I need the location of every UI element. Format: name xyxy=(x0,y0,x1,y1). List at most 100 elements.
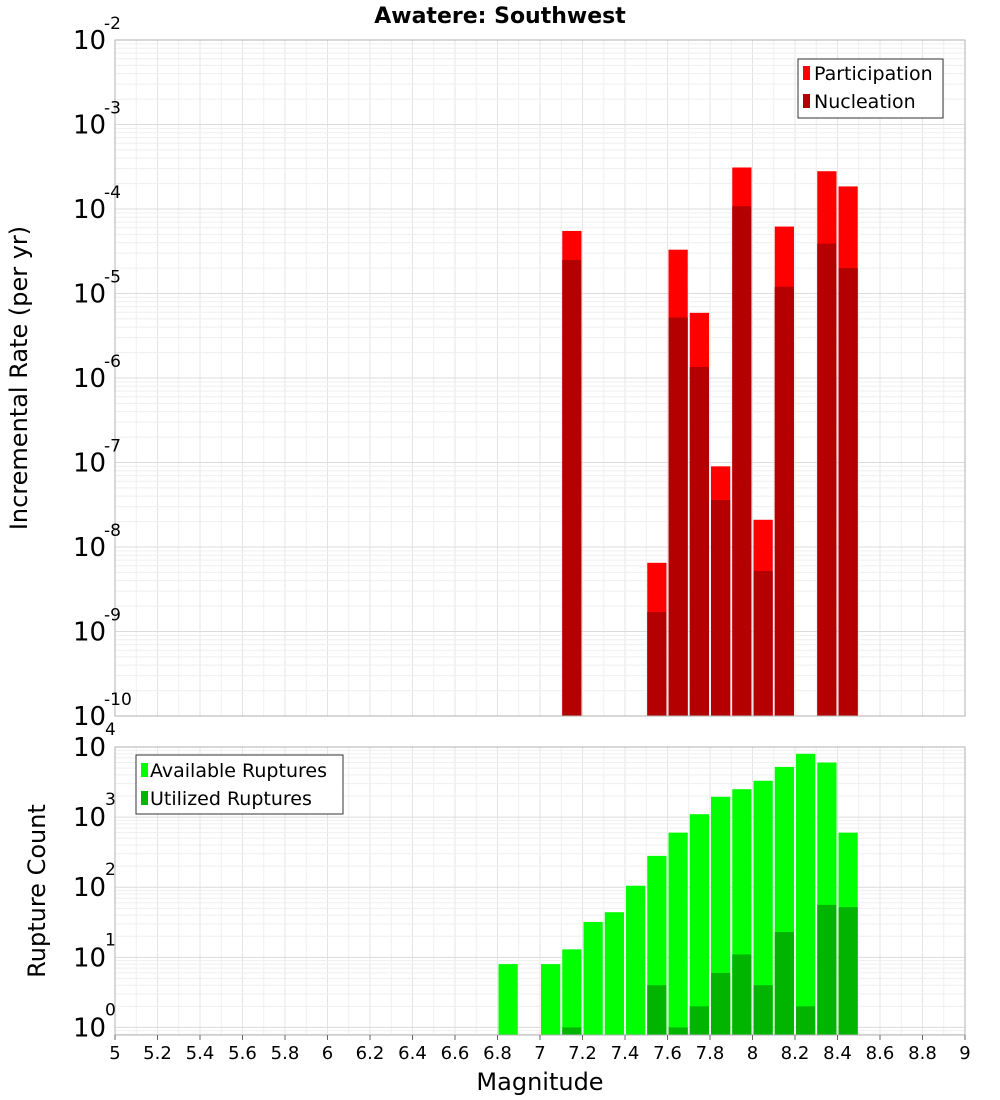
legend-item-participation: Participation xyxy=(803,63,933,85)
y-tick-exponent: -4 xyxy=(104,183,121,203)
y-tick-label: 10 xyxy=(73,364,106,394)
bar-utilized-ruptures xyxy=(689,1006,709,1035)
legend-swatch-nucleation xyxy=(803,94,810,108)
top-plot-frame xyxy=(114,39,966,717)
bar-nucleation xyxy=(562,259,582,716)
bar-available-ruptures xyxy=(583,921,603,1035)
x-tick-label: 9 xyxy=(959,1043,970,1064)
y-tick-label: 10 xyxy=(73,733,106,763)
bar-available-ruptures xyxy=(562,949,582,1035)
y-tick-label: 10 xyxy=(73,195,106,225)
bar-utilized-ruptures xyxy=(711,972,731,1035)
x-tick-label: 8.8 xyxy=(908,1043,937,1064)
bar-utilized-ruptures xyxy=(647,985,667,1035)
x-ticks: 5 5.2 5.4 5.6 5.8 6 6.2 6.4 6.6 6.8 7 7.2 7.4 7.6 7.8 8… xyxy=(109,1035,971,1064)
bar-nucleation xyxy=(689,366,709,716)
x-tick-label: 6.4 xyxy=(398,1043,427,1064)
x-tick-label: 7 xyxy=(534,1043,545,1064)
top-y-ticks: 10-210-310-410-510-610-710-810-910-10 xyxy=(73,14,132,732)
y-tick-label: 10 xyxy=(73,873,106,903)
x-tick-label: 5.6 xyxy=(228,1043,257,1064)
legend-label-available-ruptures: Available Ruptures xyxy=(150,760,327,782)
bar-utilized-ruptures xyxy=(796,1006,816,1035)
x-tick-label: 6 xyxy=(322,1043,333,1064)
bar-nucleation xyxy=(668,317,688,716)
y-tick-label: 10 xyxy=(73,280,106,310)
y-tick-exponent: -8 xyxy=(104,521,121,541)
x-tick-label: 5.4 xyxy=(186,1043,215,1064)
bar-available-ruptures xyxy=(541,964,561,1035)
chart-title: Awatere: Southwest xyxy=(374,4,626,29)
y-tick-exponent: 1 xyxy=(105,930,116,950)
x-tick-label: 8 xyxy=(747,1043,758,1064)
y-tick-label: 10 xyxy=(73,449,106,479)
x-tick-label: 6.2 xyxy=(356,1043,385,1064)
y-tick-label: 10 xyxy=(73,533,106,563)
legend-item-available-ruptures: Available Ruptures xyxy=(141,760,327,782)
bar-nucleation xyxy=(774,286,794,716)
y-tick-label: 10 xyxy=(73,803,106,833)
bottom-legend: Available Ruptures Utilized Ruptures xyxy=(135,754,344,815)
bar-nucleation xyxy=(753,570,773,716)
legend-swatch-available-ruptures xyxy=(141,763,148,777)
x-tick-label: 6.6 xyxy=(441,1043,470,1064)
x-tick-label: 8.2 xyxy=(781,1043,810,1064)
y-tick-label: 10 xyxy=(73,702,106,732)
x-tick-label: 8.6 xyxy=(866,1043,895,1064)
top-grid xyxy=(115,39,965,717)
bar-available-ruptures xyxy=(668,832,688,1035)
y-tick-exponent: -5 xyxy=(104,268,121,288)
bar-utilized-ruptures xyxy=(774,931,794,1035)
y-tick-exponent: 0 xyxy=(105,1000,116,1020)
y-tick-exponent: -2 xyxy=(104,14,121,34)
legend-label-participation: Participation xyxy=(814,63,933,85)
bottom-y-axis-label: Rupture Count xyxy=(23,804,51,978)
x-tick-label: 6.8 xyxy=(483,1043,512,1064)
bar-available-ruptures xyxy=(604,912,624,1035)
y-tick-label: 10 xyxy=(73,1013,106,1043)
bar-utilized-ruptures xyxy=(838,907,858,1035)
legend-item-utilized-ruptures: Utilized Ruptures xyxy=(141,788,312,810)
y-tick-exponent: -3 xyxy=(104,99,121,119)
bar-available-ruptures xyxy=(753,780,773,1035)
bar-nucleation xyxy=(732,206,752,716)
top-y-axis-label: Incremental Rate (per yr) xyxy=(5,226,33,530)
y-tick-exponent: -9 xyxy=(104,606,121,626)
y-tick-exponent: -10 xyxy=(104,690,132,710)
y-tick-exponent: 3 xyxy=(105,790,116,810)
bottom-bars xyxy=(498,753,858,1035)
bar-nucleation xyxy=(838,268,858,716)
y-tick-label: 10 xyxy=(73,943,106,973)
x-tick-label: 7.2 xyxy=(568,1043,597,1064)
y-tick-label: 10 xyxy=(73,26,106,56)
top-bars xyxy=(562,167,858,717)
x-tick-label: 5.8 xyxy=(271,1043,300,1064)
x-tick-label: 7.8 xyxy=(696,1043,725,1064)
x-tick-label: 5.2 xyxy=(143,1043,172,1064)
y-tick-exponent: 2 xyxy=(105,860,116,880)
bar-utilized-ruptures xyxy=(753,985,773,1035)
bar-available-ruptures xyxy=(689,814,709,1035)
x-tick-label: 7.4 xyxy=(611,1043,640,1064)
y-tick-exponent: -7 xyxy=(104,437,121,457)
bar-utilized-ruptures xyxy=(668,1027,688,1035)
legend-item-nucleation: Nucleation xyxy=(803,91,916,113)
bar-available-ruptures xyxy=(796,753,816,1035)
legend-label-nucleation: Nucleation xyxy=(814,91,916,113)
bar-utilized-ruptures xyxy=(562,1027,582,1035)
bar-available-ruptures xyxy=(498,964,518,1035)
x-tick-label: 5 xyxy=(109,1043,120,1064)
bar-nucleation xyxy=(817,243,837,716)
x-tick-label: 8.4 xyxy=(823,1043,852,1064)
x-axis-label: Magnitude xyxy=(476,1068,603,1096)
x-tick-label: 7.6 xyxy=(653,1043,682,1064)
legend-swatch-participation xyxy=(803,66,810,80)
y-tick-label: 10 xyxy=(73,111,106,141)
bar-nucleation xyxy=(711,499,731,716)
top-legend: Participation Nucleation xyxy=(797,58,944,119)
legend-label-utilized-ruptures: Utilized Ruptures xyxy=(150,788,312,810)
bar-available-ruptures xyxy=(626,885,646,1035)
bar-utilized-ruptures xyxy=(732,954,752,1035)
